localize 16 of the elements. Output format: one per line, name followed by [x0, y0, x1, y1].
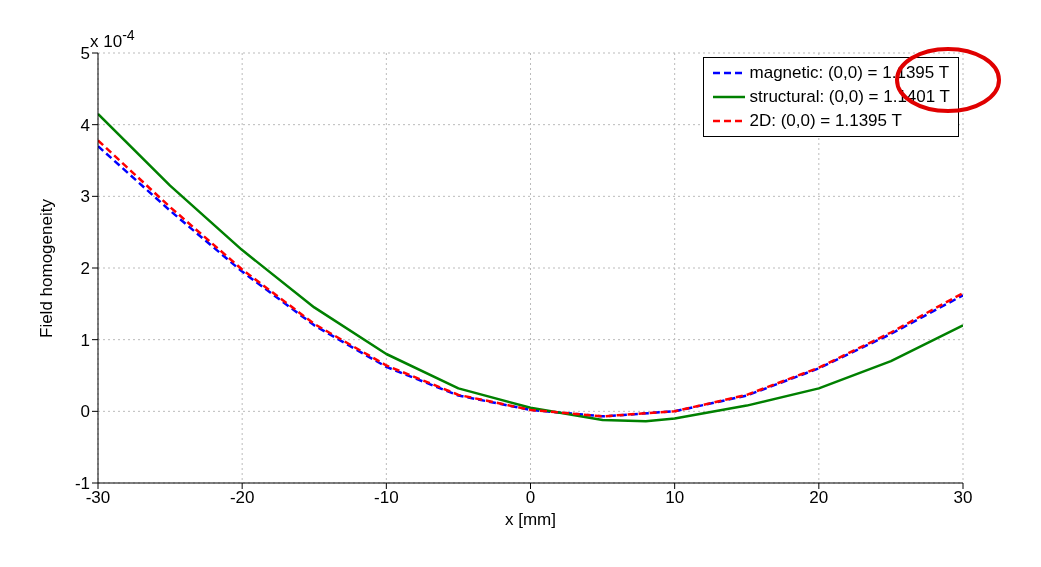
x-axis-title: x [mm]	[505, 510, 556, 529]
legend-label: 2D: (0,0) = 1.1395 T	[749, 110, 902, 132]
y-tick-label: 2	[80, 259, 90, 279]
y-tick-label: 5	[80, 44, 90, 64]
y-tick-label: 4	[80, 115, 90, 135]
x-tick-label: -10	[374, 488, 399, 508]
y-tick-label: 0	[80, 402, 90, 422]
x-tick-label: -20	[229, 488, 255, 508]
x-tick-label: 0	[525, 488, 536, 508]
text: x 10$^{-4}$	[90, 27, 135, 51]
y-axis-title: Field homogeneity	[37, 198, 57, 338]
y-tick-label: 3	[80, 187, 90, 207]
x-tick-label: 10	[665, 488, 685, 508]
x-tick-label: 30	[953, 488, 973, 508]
x-tick-label: 20	[809, 488, 829, 508]
y-tick-label: 1	[80, 330, 90, 350]
